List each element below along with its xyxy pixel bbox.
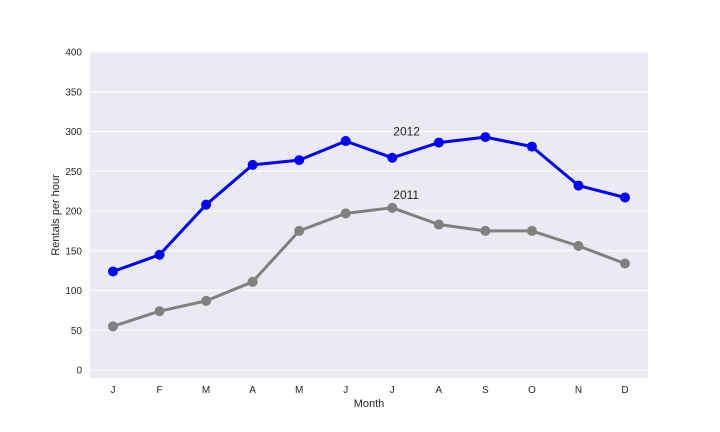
y-tick-label: 350 <box>65 87 82 98</box>
data-point <box>620 192 630 203</box>
data-point <box>108 321 118 332</box>
x-tick-label: O <box>528 385 536 396</box>
series-2011 <box>108 202 630 332</box>
data-point <box>480 225 491 236</box>
x-tick-label: F <box>156 385 162 396</box>
x-tick-label: S <box>482 385 489 396</box>
y-tick-label: 150 <box>65 246 82 257</box>
annotations: 2012 2011 <box>393 125 420 203</box>
series-line <box>111 206 627 328</box>
x-tick-label: D <box>621 385 628 396</box>
data-point <box>108 266 118 277</box>
x-tick-label: M <box>202 385 210 396</box>
data-point <box>387 152 398 163</box>
data-point <box>294 155 305 166</box>
data-point <box>526 225 537 236</box>
series-2012 <box>108 132 630 277</box>
data-point <box>247 159 258 170</box>
series-line <box>111 135 627 273</box>
data-point <box>154 249 165 260</box>
y-tick-label: 250 <box>65 167 82 178</box>
data-point <box>340 208 351 219</box>
series-annotation: 2011 <box>393 188 419 202</box>
data-point <box>294 225 305 236</box>
data-point <box>247 276 258 287</box>
x-tick-label: A <box>435 385 442 396</box>
x-tick-label: J <box>390 385 395 396</box>
x-tick-label: A <box>249 385 256 396</box>
y-tick-label: 100 <box>65 286 82 297</box>
data-point <box>340 136 351 147</box>
data-point <box>480 132 491 143</box>
y-axis-title: Rentals per hour <box>50 174 62 256</box>
y-tick-labels: 0 50 100 150 200 250 300 350 400 <box>65 48 82 377</box>
y-tick-label: 0 <box>76 366 82 377</box>
data-point <box>620 258 630 269</box>
data-point <box>387 202 398 213</box>
y-tick-label: 200 <box>65 207 82 218</box>
plot-background <box>90 52 648 378</box>
data-point <box>201 295 212 306</box>
x-tick-label: N <box>575 385 582 396</box>
y-tick-label: 300 <box>65 127 82 138</box>
data-point <box>526 141 537 152</box>
x-tick-label: J <box>343 385 348 396</box>
x-tick-label: J <box>111 385 116 396</box>
data-point <box>433 137 444 148</box>
y-tick-label: 400 <box>65 48 82 59</box>
series-annotation: 2012 <box>393 125 420 139</box>
y-tick-label: 50 <box>71 326 83 337</box>
x-axis-title: Month <box>354 398 385 410</box>
data-point <box>573 241 584 252</box>
data-point <box>154 306 165 317</box>
x-tick-label: M <box>295 385 303 396</box>
data-point <box>573 180 584 191</box>
series-lines <box>108 132 630 332</box>
data-point <box>201 199 212 210</box>
data-point <box>433 219 444 230</box>
